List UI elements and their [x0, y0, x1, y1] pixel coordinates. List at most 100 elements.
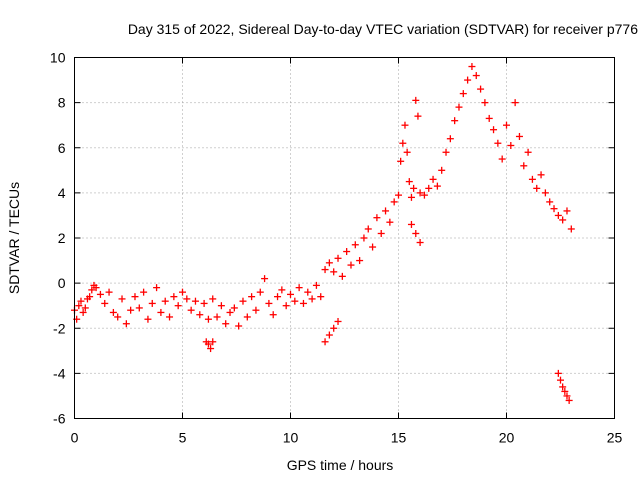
- y-tick-label: 6: [58, 140, 66, 156]
- y-tick-label: -6: [53, 411, 66, 427]
- data-point: [533, 184, 541, 192]
- x-axis-label: GPS time / hours: [287, 457, 394, 473]
- data-point: [520, 162, 528, 170]
- data-point: [567, 225, 575, 233]
- data-point: [554, 369, 562, 377]
- data-point: [563, 392, 571, 400]
- data-point: [433, 182, 441, 190]
- data-point: [485, 114, 493, 122]
- data-point: [122, 320, 130, 328]
- data-point: [494, 139, 502, 147]
- data-point: [265, 299, 273, 307]
- data-point: [554, 211, 562, 219]
- data-point: [546, 198, 554, 206]
- x-tick-label: 5: [179, 430, 187, 446]
- data-point: [170, 293, 178, 301]
- data-point: [438, 166, 446, 174]
- data-point: [351, 241, 359, 249]
- data-point: [360, 234, 368, 242]
- data-point: [187, 306, 195, 314]
- data-point: [425, 184, 433, 192]
- data-point: [148, 299, 156, 307]
- data-point: [157, 308, 165, 316]
- data-point: [248, 293, 256, 301]
- data-point: [464, 76, 472, 84]
- data-point: [282, 302, 290, 310]
- data-point: [204, 315, 212, 323]
- data-point: [209, 295, 217, 303]
- data-point: [135, 304, 143, 312]
- y-tick-label: 4: [58, 185, 66, 201]
- data-point: [191, 297, 199, 305]
- y-tick-label: -2: [53, 320, 66, 336]
- data-point: [490, 126, 498, 134]
- data-point: [235, 322, 243, 330]
- data-point: [308, 295, 316, 303]
- y-tick-label: 0: [58, 275, 66, 291]
- y-tick-label: 8: [58, 95, 66, 111]
- y-axis-label: SDTVAR / TECUs: [6, 182, 22, 294]
- data-point: [274, 293, 282, 301]
- chart-title: Day 315 of 2022, Sidereal Day-to-day VTE…: [128, 21, 638, 37]
- data-point: [325, 259, 333, 267]
- data-point: [105, 288, 113, 296]
- data-point: [131, 293, 139, 301]
- data-point: [334, 317, 342, 325]
- data-point: [503, 121, 510, 129]
- data-point: [321, 338, 329, 346]
- data-point: [222, 320, 230, 328]
- data-point: [472, 72, 480, 80]
- x-tick-label: 25: [607, 430, 623, 446]
- data-point: [86, 293, 94, 301]
- data-point: [183, 295, 191, 303]
- data-point: [109, 308, 117, 316]
- data-point: [153, 284, 161, 292]
- data-point: [330, 268, 338, 276]
- data-marks: [71, 63, 575, 404]
- data-point: [207, 345, 215, 353]
- data-point: [563, 207, 571, 215]
- data-point: [140, 288, 148, 296]
- data-point: [114, 313, 122, 321]
- y-tick-label: -4: [53, 365, 66, 381]
- x-tick-label: 0: [71, 430, 79, 446]
- data-point: [405, 178, 413, 186]
- data-point: [541, 189, 549, 197]
- data-point: [325, 331, 333, 339]
- y-tick-label: 10: [50, 50, 66, 66]
- data-point: [338, 272, 346, 280]
- data-point: [269, 311, 277, 319]
- data-point: [390, 198, 398, 206]
- data-point: [377, 229, 385, 237]
- data-point: [196, 311, 204, 319]
- data-point: [347, 261, 355, 269]
- data-point: [511, 99, 519, 107]
- data-point: [412, 96, 420, 104]
- data-point: [399, 139, 407, 147]
- data-point: [256, 288, 264, 296]
- data-point: [230, 304, 238, 312]
- data-point: [420, 191, 428, 199]
- data-point: [373, 214, 381, 222]
- data-point: [343, 248, 351, 256]
- data-point: [334, 254, 342, 262]
- data-point: [401, 121, 409, 129]
- data-point: [295, 284, 303, 292]
- data-point: [382, 207, 390, 215]
- data-point: [407, 220, 415, 228]
- data-point: [127, 306, 135, 314]
- data-point: [416, 239, 424, 247]
- data-point: [412, 229, 420, 237]
- data-point: [356, 257, 364, 265]
- data-point: [455, 103, 463, 111]
- data-point: [559, 383, 567, 391]
- data-point: [252, 306, 260, 314]
- data-point: [330, 324, 338, 332]
- x-tick-label: 15: [391, 430, 407, 446]
- data-point: [239, 297, 247, 305]
- data-point: [79, 308, 87, 316]
- data-point: [161, 297, 169, 305]
- data-point: [118, 295, 126, 303]
- data-point: [477, 85, 485, 93]
